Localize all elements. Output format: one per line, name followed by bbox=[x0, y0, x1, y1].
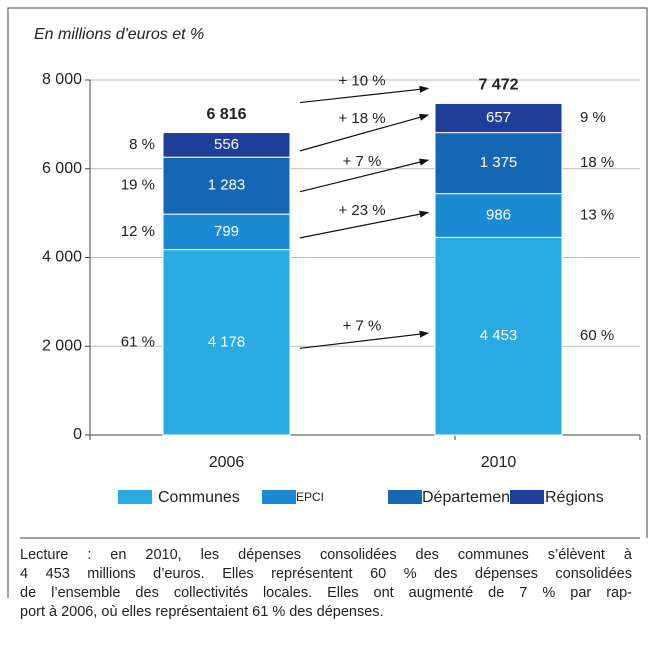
y-tick-label: 0 bbox=[73, 426, 82, 443]
legend-label: Communes bbox=[158, 489, 240, 506]
legend-label: Régions bbox=[545, 489, 604, 506]
bar-segment bbox=[434, 132, 563, 195]
growth-label: + 7 % bbox=[343, 153, 382, 170]
legend-swatch bbox=[388, 490, 422, 504]
share-label: 9 % bbox=[580, 109, 606, 126]
note-line: de l’ensemble des collectivités locales.… bbox=[20, 585, 632, 601]
subtitle: En millions d'euros et % bbox=[34, 26, 204, 43]
data-label: 799 bbox=[214, 223, 239, 240]
growth-arrow bbox=[299, 210, 430, 239]
growth-arrow bbox=[299, 330, 430, 349]
total-label: 6 816 bbox=[206, 106, 246, 123]
share-label: 13 % bbox=[580, 206, 614, 223]
growth-label: + 23 % bbox=[338, 202, 385, 219]
data-label: 1 375 bbox=[480, 154, 518, 171]
growth-label: + 18 % bbox=[338, 110, 385, 127]
legend-label: EPCI bbox=[296, 490, 324, 504]
bar-segment bbox=[434, 193, 563, 238]
x-tick-label: 2010 bbox=[481, 454, 517, 471]
frame bbox=[7, 7, 648, 598]
data-label: 657 bbox=[486, 109, 511, 126]
bar-segment bbox=[162, 249, 291, 436]
data-label: 1 283 bbox=[208, 177, 246, 194]
data-label: 986 bbox=[486, 206, 511, 223]
note-line: port à 2006, où elles représentaient 61 … bbox=[20, 604, 384, 620]
legend-label: Départements bbox=[422, 489, 523, 506]
share-label: 61 % bbox=[121, 333, 155, 350]
total-growth-label: + 10 % bbox=[338, 72, 385, 89]
bar-segment bbox=[434, 102, 563, 134]
note-line: Lecture : en 2010, les dépenses consolid… bbox=[20, 547, 632, 563]
share-label: 12 % bbox=[121, 223, 155, 240]
growth-arrow bbox=[299, 85, 430, 104]
share-label: 60 % bbox=[580, 327, 614, 344]
y-tick-label: 4 000 bbox=[42, 249, 82, 266]
growth-label: + 7 % bbox=[343, 318, 382, 335]
growth-arrow bbox=[299, 113, 430, 152]
note-line: 4 453 millions d’euros. Elles représente… bbox=[20, 566, 632, 582]
y-tick-label: 8 000 bbox=[42, 71, 82, 88]
y-tick-label: 6 000 bbox=[42, 160, 82, 177]
legend-swatch bbox=[118, 490, 152, 504]
total-label: 7 472 bbox=[478, 77, 518, 94]
legend-swatch bbox=[510, 490, 544, 504]
share-label: 18 % bbox=[580, 154, 614, 171]
y-tick-label: 2 000 bbox=[42, 337, 82, 354]
bar-segment bbox=[162, 132, 291, 158]
bar-segment bbox=[434, 236, 563, 436]
data-label: 4 178 bbox=[208, 333, 246, 350]
data-label: 556 bbox=[214, 136, 239, 153]
data-label: 4 453 bbox=[480, 327, 518, 344]
x-tick-label: 2006 bbox=[209, 454, 245, 471]
bar-segment bbox=[162, 156, 291, 215]
growth-arrow bbox=[299, 158, 430, 193]
share-label: 8 % bbox=[129, 136, 155, 153]
share-label: 19 % bbox=[121, 177, 155, 194]
legend-swatch bbox=[262, 490, 296, 504]
note: Lecture : en 2010, les dépenses consolid… bbox=[20, 546, 632, 622]
